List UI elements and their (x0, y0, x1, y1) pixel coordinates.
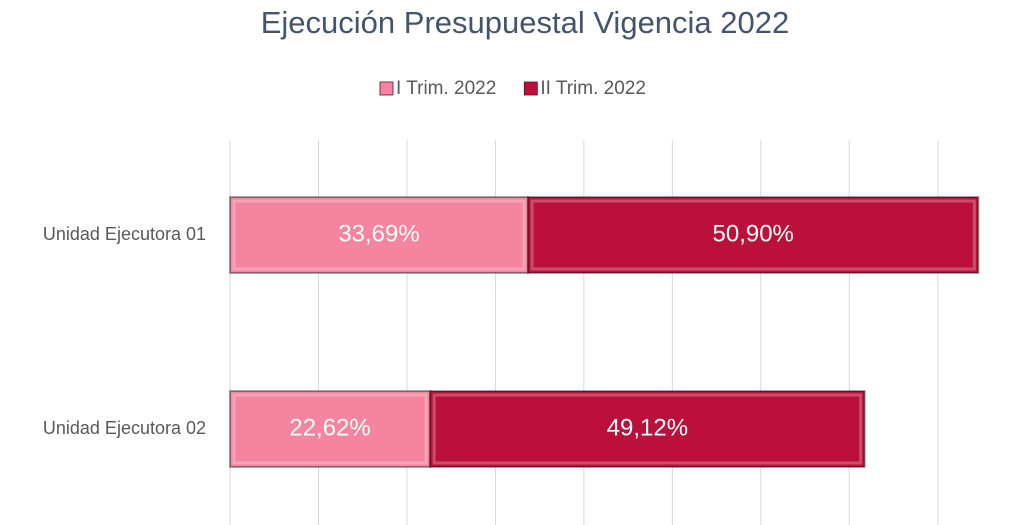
legend-label: I Trim. 2022 (396, 78, 496, 99)
bar-segment (229, 390, 432, 468)
bar-segment (527, 196, 980, 274)
legend-swatch (379, 81, 394, 96)
bar-segment (229, 196, 530, 274)
legend-swatch (523, 81, 538, 96)
bar-bevel (232, 199, 526, 271)
bar-bevel (232, 393, 428, 465)
bar-segment (429, 390, 866, 468)
data-label: 22,62% (289, 414, 370, 441)
data-label: 50,90% (713, 220, 794, 247)
legend-label: II Trim. 2022 (540, 78, 646, 99)
data-label: 33,69% (338, 220, 419, 247)
y-tick-label: Unidad Ejecutora 02 (43, 418, 206, 438)
data-label: 49,12% (607, 414, 688, 441)
chart-title: Ejecución Presupuestal Vigencia 2022 (261, 5, 790, 40)
y-tick-label: Unidad Ejecutora 01 (43, 224, 206, 244)
bar-bevel (530, 199, 976, 271)
bar-bevel (432, 393, 863, 465)
